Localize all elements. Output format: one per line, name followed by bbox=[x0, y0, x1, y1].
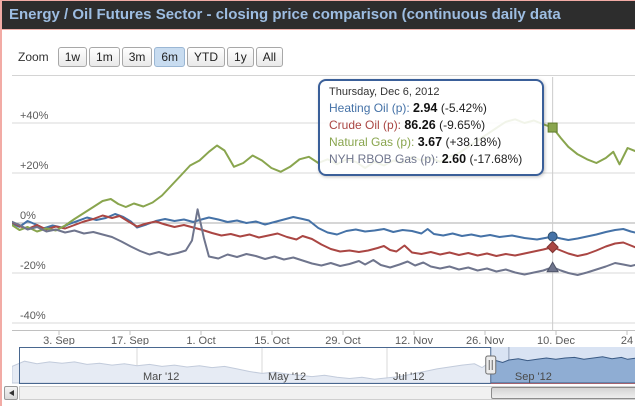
y-axis-label: 0% bbox=[20, 210, 36, 222]
x-axis-label: 10. Dec bbox=[537, 335, 575, 345]
series-line-crude-oil[interactable] bbox=[12, 214, 635, 257]
navigator-area-selected bbox=[490, 356, 635, 384]
navigator-handle[interactable] bbox=[485, 355, 497, 375]
x-axis-label: 24 bbox=[621, 335, 633, 345]
toolbar-separator bbox=[12, 75, 635, 76]
tooltip-series-change: (-9.65%) bbox=[439, 118, 486, 132]
scrollbar-track[interactable] bbox=[19, 386, 635, 400]
chart-tooltip: Thursday, Dec 6, 2012 Heating Oil (p): 2… bbox=[318, 79, 544, 176]
tooltip-series-label: Heating Oil (p): bbox=[329, 101, 414, 115]
zoom-button-all[interactable]: All bbox=[255, 47, 284, 67]
tooltip-row: Natural Gas (p): 3.67 (+38.18%) bbox=[329, 134, 533, 151]
navigator-month-label: Jul '12 bbox=[393, 371, 424, 383]
x-axis-label: 3. Sep bbox=[43, 335, 75, 345]
series-line-nyh-rbob-gas[interactable] bbox=[12, 208, 635, 276]
zoom-toolbar: Zoom 1w 1m 3m 6m YTD 1y All bbox=[18, 46, 285, 68]
x-axis-label: 26. Nov bbox=[466, 335, 504, 345]
tooltip-rows: Heating Oil (p): 2.94 (-5.42%) Crude Oil … bbox=[329, 100, 533, 168]
navigator-month-label: Sep '12 bbox=[515, 371, 552, 383]
y-axis-label: -20% bbox=[20, 260, 46, 272]
zoom-label: Zoom bbox=[18, 50, 49, 64]
x-axis-label: 1. Oct bbox=[186, 335, 215, 345]
y-axis-label: +40% bbox=[20, 110, 49, 122]
x-axis-label: 29. Oct bbox=[325, 335, 360, 345]
x-axis-label: 15. Oct bbox=[254, 335, 289, 345]
tooltip-row: NYH RBOB Gas (p): 2.60 (-17.68%) bbox=[329, 151, 533, 168]
zoom-button-1m[interactable]: 1m bbox=[89, 47, 120, 67]
x-axis-label: 17. Sep bbox=[111, 335, 149, 345]
tooltip-series-change: (+38.18%) bbox=[445, 135, 502, 149]
zoom-button-6m[interactable]: 6m bbox=[154, 47, 186, 67]
page-title: Energy / Oil Futures Sector - closing pr… bbox=[9, 6, 561, 23]
navigator-month-label: Mar '12 bbox=[143, 371, 179, 383]
zoom-button-3m[interactable]: 3m bbox=[121, 47, 153, 67]
zoom-button-group: 1w 1m 3m 6m YTD 1y All bbox=[57, 47, 285, 67]
tooltip-series-change: (-17.68%) bbox=[469, 152, 523, 166]
zoom-button-1w[interactable]: 1w bbox=[57, 47, 88, 67]
tooltip-series-value: 2.60 bbox=[441, 152, 470, 166]
y-axis-label: -40% bbox=[20, 310, 46, 322]
tooltip-series-label: Crude Oil (p): bbox=[329, 118, 405, 132]
title-bar: Energy / Oil Futures Sector - closing pr… bbox=[2, 0, 635, 30]
scrollbar-thumb[interactable] bbox=[490, 387, 635, 399]
tooltip-series-value: 3.67 bbox=[417, 135, 446, 149]
tooltip-series-value: 2.94 bbox=[413, 101, 441, 115]
y-axis-label: +20% bbox=[20, 160, 49, 172]
range-navigator[interactable]: Mar '12 May '12 Jul '12 Sep '12 bbox=[12, 347, 635, 385]
left-arrow-icon bbox=[8, 390, 14, 396]
tooltip-series-value: 86.26 bbox=[404, 118, 440, 132]
tooltip-series-change: (-5.42%) bbox=[440, 101, 487, 115]
tooltip-row: Heating Oil (p): 2.94 (-5.42%) bbox=[329, 100, 533, 117]
tooltip-date: Thursday, Dec 6, 2012 bbox=[329, 86, 440, 98]
navigator-month-label: May '12 bbox=[268, 371, 306, 383]
tooltip-row: Crude Oil (p): 86.26 (-9.65%) bbox=[329, 117, 533, 134]
x-axis-label: 12. Nov bbox=[395, 335, 433, 345]
zoom-button-1y[interactable]: 1y bbox=[227, 47, 254, 67]
zoom-button-ytd[interactable]: YTD bbox=[187, 47, 226, 67]
tooltip-series-label: NYH RBOB Gas (p): bbox=[329, 152, 442, 166]
tooltip-series-label: Natural Gas (p): bbox=[329, 135, 418, 149]
navigator-area-unselected bbox=[12, 360, 491, 384]
scrollbar-left-arrow-button[interactable] bbox=[4, 386, 18, 400]
navigator-scrollbar bbox=[2, 386, 635, 401]
series-line-heating-oil[interactable] bbox=[12, 213, 635, 241]
